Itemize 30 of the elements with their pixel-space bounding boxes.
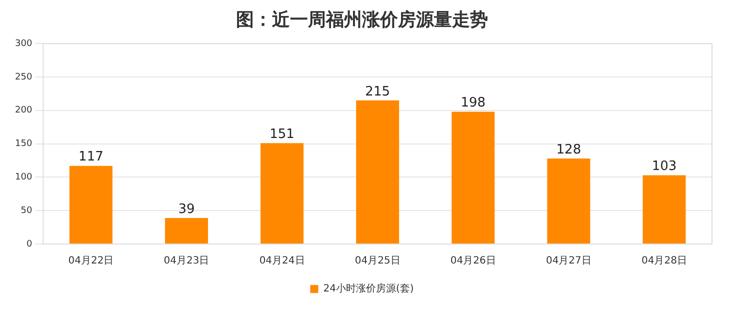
bar	[547, 158, 590, 244]
y-tick-label: 100	[14, 172, 32, 183]
data-label: 128	[556, 142, 582, 158]
x-tick-label: 04月23日	[164, 256, 210, 267]
y-tick-label: 50	[20, 206, 32, 216]
bar	[165, 218, 208, 244]
bar	[260, 143, 304, 244]
y-tick-label: 0	[26, 239, 32, 250]
data-label: 39	[178, 202, 195, 217]
bar	[356, 100, 400, 244]
x-tick-label: 04月24日	[259, 256, 305, 267]
data-label: 151	[270, 127, 294, 142]
x-tick-label: 04月28日	[642, 256, 687, 267]
x-tick-label: 04月27日	[546, 256, 592, 267]
y-tick-label: 250	[14, 72, 32, 82]
bar	[452, 112, 495, 244]
legend-label: 24小时涨价房源(套)	[323, 282, 414, 295]
y-tick-label: 300	[14, 38, 32, 49]
x-tick-label: 04月22日	[68, 256, 114, 267]
bar	[69, 166, 112, 244]
bar	[642, 175, 686, 244]
data-label: 198	[460, 96, 486, 111]
data-label: 215	[365, 84, 390, 100]
x-tick-label: 04月26日	[450, 256, 496, 267]
y-tick-label: 150	[14, 139, 32, 150]
data-label: 103	[652, 159, 677, 174]
data-label: 117	[78, 150, 104, 165]
chart-title: 图：近一周福州涨价房源量走势	[236, 9, 488, 30]
x-tick-label: 04月25日	[354, 256, 400, 267]
y-tick-label: 200	[14, 106, 32, 116]
